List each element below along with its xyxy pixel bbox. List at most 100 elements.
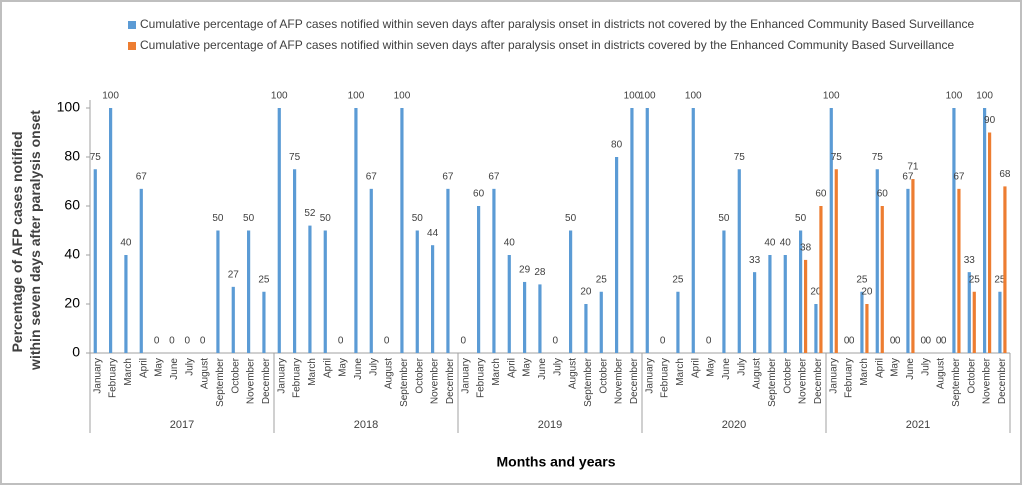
value-label: 75 — [90, 152, 102, 163]
year-label: 2019 — [538, 419, 562, 431]
value-label: 0 — [925, 336, 931, 347]
bar — [492, 188, 496, 353]
x-tick-label: July — [184, 358, 195, 376]
value-label: 50 — [565, 213, 577, 224]
bar — [880, 206, 884, 353]
x-tick-label: September — [767, 357, 778, 407]
value-label: 27 — [228, 269, 240, 280]
value-label: 40 — [504, 238, 516, 249]
x-axis-title: Months and years — [496, 454, 615, 470]
x-tick-label: May — [154, 358, 165, 377]
x-tick-label: February — [844, 358, 855, 398]
value-label: 0 — [849, 336, 855, 347]
bar — [645, 108, 649, 353]
value-label: 100 — [348, 91, 365, 102]
bar — [216, 230, 220, 353]
bar — [308, 225, 312, 353]
x-tick-label: October — [966, 357, 977, 393]
y-tick-label: 80 — [64, 148, 80, 164]
bar — [783, 255, 787, 353]
x-tick-label: August — [752, 358, 763, 389]
bar — [277, 108, 281, 353]
x-tick-label: February — [660, 358, 671, 398]
value-label: 0 — [169, 336, 175, 347]
legend-swatch — [128, 42, 136, 50]
x-tick-label: March — [859, 358, 870, 386]
value-label: 100 — [823, 91, 840, 102]
y-axis-title: Percentage of AFP cases notified within … — [9, 110, 43, 371]
value-label: 100 — [976, 91, 993, 102]
bar — [988, 132, 992, 353]
x-tick-label: March — [675, 358, 686, 386]
x-tick-label: November — [246, 357, 257, 404]
x-tick-label: January — [92, 358, 103, 394]
value-label: 75 — [289, 152, 301, 163]
value-label: 100 — [102, 91, 119, 102]
value-label: 75 — [872, 152, 884, 163]
value-label: 40 — [120, 238, 132, 249]
legend-label: Cumulative percentage of AFP cases notif… — [140, 38, 955, 52]
value-label: 50 — [243, 213, 255, 224]
value-label: 100 — [639, 91, 656, 102]
value-label: 0 — [936, 336, 942, 347]
bar — [569, 230, 573, 353]
bar — [323, 230, 327, 353]
value-label: 0 — [706, 336, 712, 347]
x-tick-label: July — [736, 358, 747, 376]
bar — [865, 304, 869, 353]
value-label: 68 — [999, 169, 1011, 180]
y-tick-label: 100 — [57, 99, 81, 115]
bar — [819, 206, 823, 353]
value-label: 29 — [519, 265, 531, 276]
y-tick-label: 60 — [64, 197, 80, 213]
x-tick-label: January — [276, 358, 287, 394]
value-label: 60 — [877, 189, 889, 200]
x-tick-label: February — [292, 358, 303, 398]
x-tick-label: March — [123, 358, 134, 386]
x-tick-label: June — [905, 358, 916, 380]
value-label: 50 — [795, 213, 807, 224]
value-label: 0 — [941, 336, 947, 347]
legend-label: Cumulative percentage of AFP cases notif… — [140, 17, 975, 31]
y-axis-title-line: within seven days after paralysis onset — [27, 110, 43, 371]
bar — [998, 291, 1002, 353]
year-label: 2021 — [906, 419, 930, 431]
x-tick-label: December — [261, 357, 272, 404]
year-label: 2017 — [170, 419, 194, 431]
x-tick-label: April — [690, 358, 701, 378]
value-label: 20 — [861, 287, 873, 298]
bar — [615, 157, 619, 353]
x-tick-label: June — [537, 358, 548, 380]
x-tick-label: August — [936, 358, 947, 389]
value-label: 67 — [902, 171, 914, 182]
bar — [722, 230, 726, 353]
x-tick-label: August — [384, 358, 395, 389]
value-label: 20 — [580, 287, 592, 298]
x-tick-label: May — [890, 358, 901, 377]
value-label: 0 — [184, 336, 190, 347]
value-label: 25 — [994, 274, 1006, 285]
x-tick-label: September — [399, 357, 410, 407]
value-label: 0 — [844, 336, 850, 347]
bar — [676, 291, 680, 353]
x-tick-label: November — [982, 357, 993, 404]
x-tick-label: February — [476, 358, 487, 398]
value-label: 0 — [338, 336, 344, 347]
x-tick-label: September — [215, 357, 226, 407]
bar — [431, 245, 435, 353]
bar — [139, 188, 143, 353]
x-tick-label: April — [506, 358, 517, 378]
value-label: 80 — [611, 140, 623, 151]
bar — [599, 291, 603, 353]
x-tick-label: July — [368, 358, 379, 376]
value-label: 100 — [946, 91, 963, 102]
y-tick-label: 40 — [64, 246, 80, 262]
bar — [814, 304, 818, 353]
value-label: 100 — [685, 91, 702, 102]
x-tick-label: January — [644, 358, 655, 394]
value-label: 90 — [984, 115, 996, 126]
value-label: 0 — [154, 336, 160, 347]
bar — [400, 108, 404, 353]
